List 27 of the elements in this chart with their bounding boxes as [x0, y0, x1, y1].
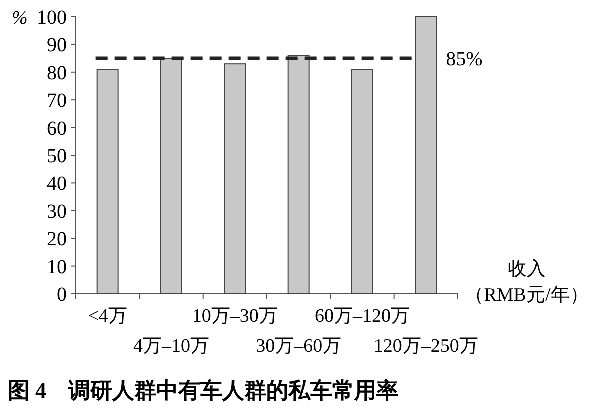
y-tick-label: 0	[57, 284, 67, 306]
y-tick-label: 60	[47, 118, 67, 140]
y-tick-label: 80	[47, 62, 67, 84]
y-tick-label: 20	[47, 228, 67, 251]
y-tick-label: 70	[47, 90, 67, 112]
x-tick-label: 10万–30万	[192, 306, 278, 327]
bar	[96, 69, 119, 294]
y-tick-label: 90	[47, 34, 67, 57]
y-tick-label: 50	[47, 146, 67, 168]
x-tick-label: <4万	[88, 306, 128, 327]
text: 图 4 调研人群中有车人群的私车常用率	[8, 378, 398, 403]
y-tick-label: 30	[47, 200, 67, 223]
x-tick-label: 120万–250万	[374, 336, 478, 357]
x-axis-title: 收入（RMB元/年）	[465, 259, 589, 306]
bar	[224, 64, 246, 294]
x-tick-label: 30万–60万	[256, 336, 342, 357]
bar	[415, 16, 438, 294]
bar	[288, 55, 310, 294]
y-tick-label: 40	[47, 173, 67, 196]
bar	[160, 58, 182, 294]
y-tick-label: 10	[47, 256, 67, 278]
bar	[352, 69, 374, 294]
ref-line-label: 85%	[446, 48, 483, 71]
y-axis-title: %	[12, 8, 28, 29]
y-tick-label: 100	[37, 7, 67, 29]
x-tick-label: 60万–120万	[315, 306, 410, 327]
x-tick-label: 4万–10万	[134, 336, 210, 357]
